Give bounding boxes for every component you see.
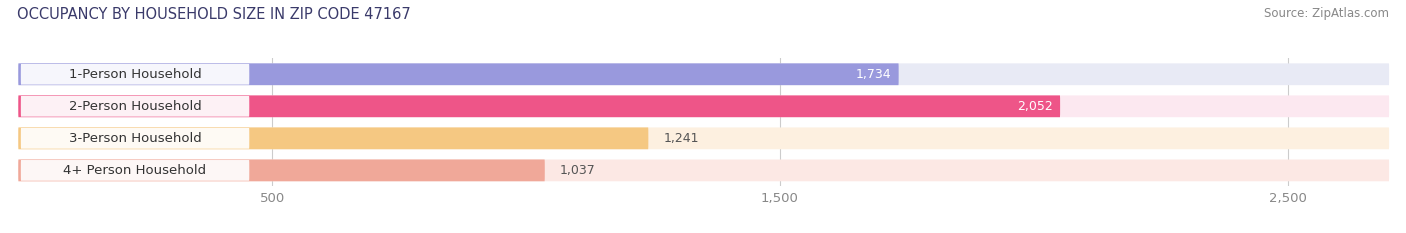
Text: 1,241: 1,241 — [664, 132, 699, 145]
FancyBboxPatch shape — [21, 96, 249, 117]
FancyBboxPatch shape — [18, 159, 1389, 181]
FancyBboxPatch shape — [21, 64, 249, 85]
Text: 2,052: 2,052 — [1017, 100, 1053, 113]
FancyBboxPatch shape — [18, 96, 1389, 117]
FancyBboxPatch shape — [18, 63, 898, 85]
FancyBboxPatch shape — [21, 160, 249, 181]
FancyBboxPatch shape — [21, 128, 249, 149]
Text: 4+ Person Household: 4+ Person Household — [63, 164, 207, 177]
FancyBboxPatch shape — [18, 127, 648, 149]
Text: Source: ZipAtlas.com: Source: ZipAtlas.com — [1264, 7, 1389, 20]
Text: 2-Person Household: 2-Person Household — [69, 100, 201, 113]
FancyBboxPatch shape — [18, 63, 1389, 85]
FancyBboxPatch shape — [18, 96, 1060, 117]
Text: OCCUPANCY BY HOUSEHOLD SIZE IN ZIP CODE 47167: OCCUPANCY BY HOUSEHOLD SIZE IN ZIP CODE … — [17, 7, 411, 22]
Text: 1,734: 1,734 — [855, 68, 891, 81]
FancyBboxPatch shape — [18, 159, 544, 181]
Text: 1,037: 1,037 — [560, 164, 596, 177]
Text: 3-Person Household: 3-Person Household — [69, 132, 201, 145]
FancyBboxPatch shape — [18, 127, 1389, 149]
Text: 1-Person Household: 1-Person Household — [69, 68, 201, 81]
